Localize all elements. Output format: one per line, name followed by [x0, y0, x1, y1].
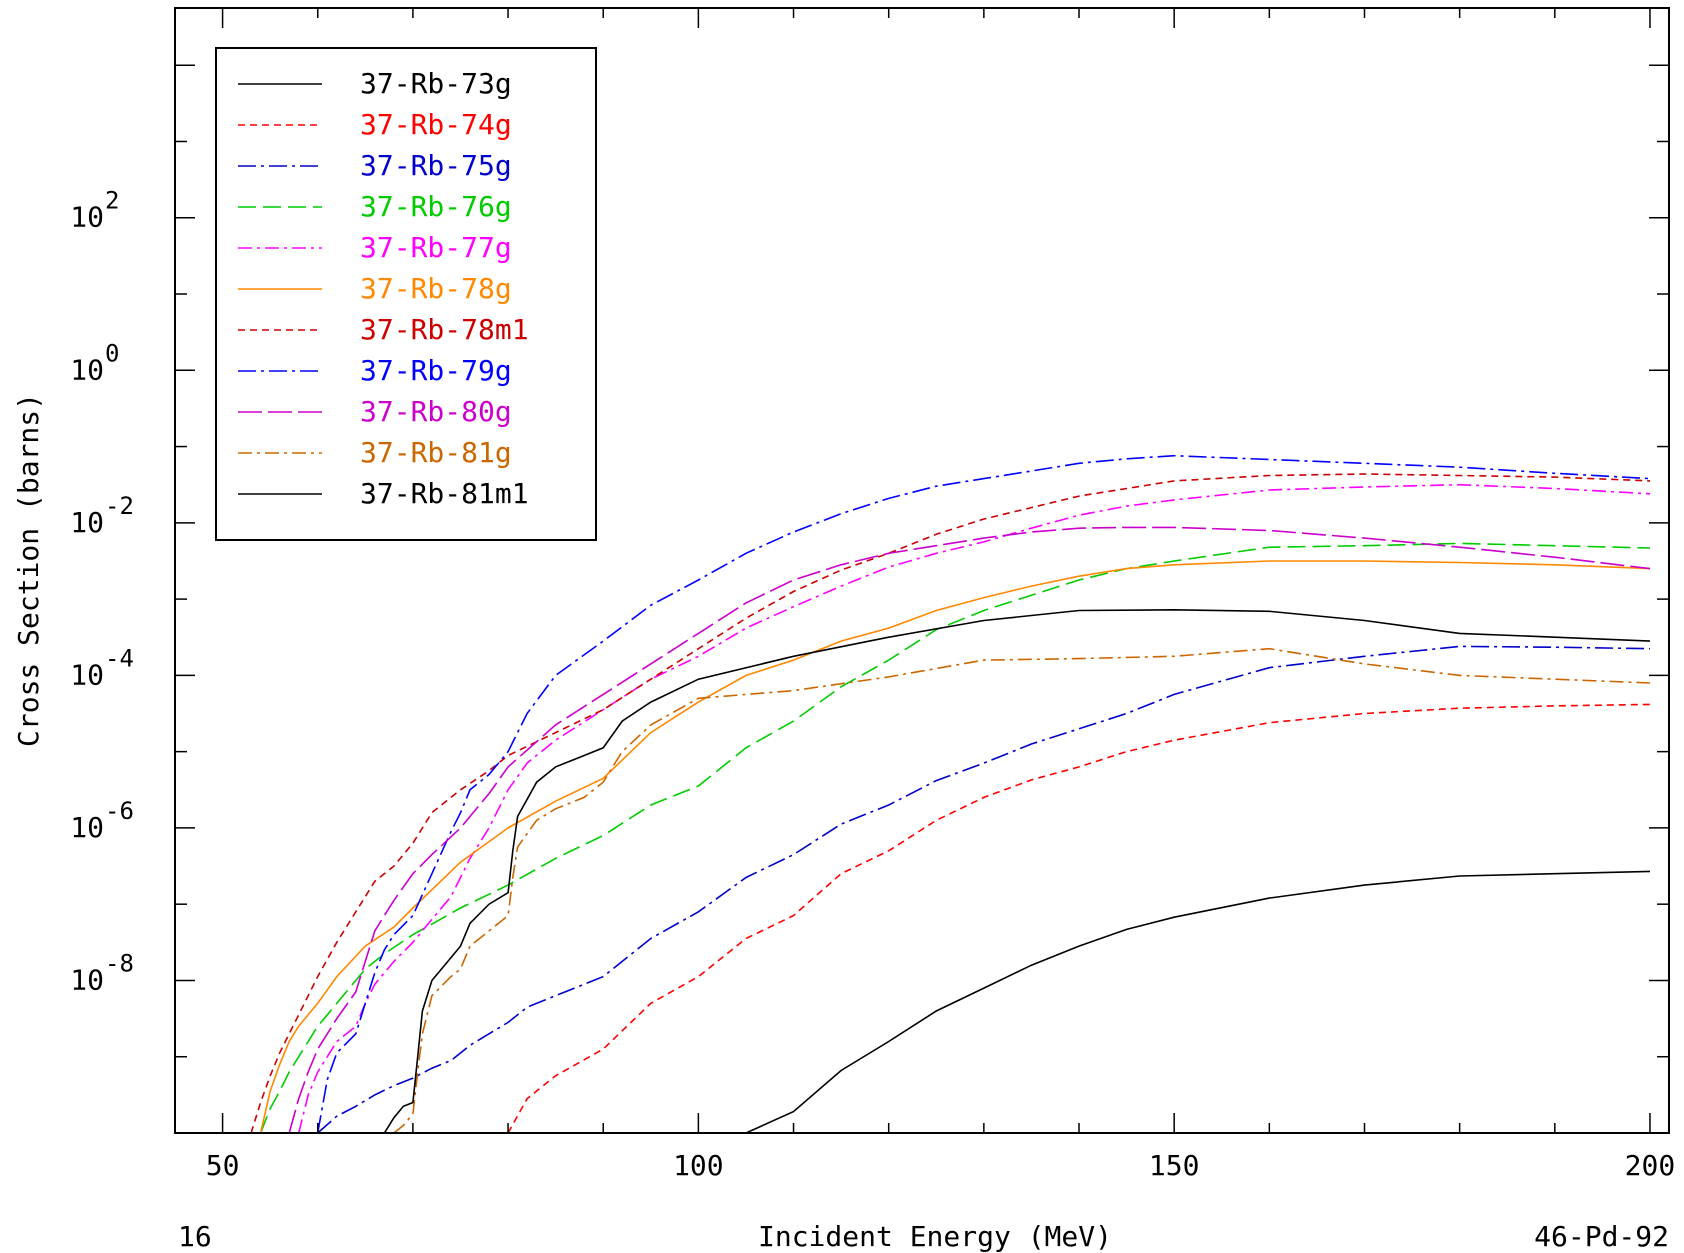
footer-right-label: 46-Pd-92: [1534, 1220, 1669, 1253]
series-line-2: [507, 703, 1651, 1133]
x-tick-label: 150: [1149, 1149, 1200, 1182]
legend-label: 37-Rb-77g: [360, 231, 512, 264]
y-tick-label-exponent: -2: [105, 492, 134, 520]
series-layer: [250, 454, 1651, 1133]
legend-label: 37-Rb-78g: [360, 272, 512, 305]
legend-label: 37-Rb-75g: [360, 149, 512, 182]
legend-entries: 37-Rb-73g 37-Rb-74g 37-Rb-75g 37-Rb-76g 37-R…: [238, 67, 529, 510]
footer-left-label: 16: [178, 1220, 212, 1253]
y-tick-label-base: 10: [70, 353, 104, 386]
series-line-6: [259, 560, 1651, 1133]
series-line-10: [393, 647, 1651, 1133]
y-tick-label-base: 10: [70, 506, 104, 539]
legend-label: 37-Rb-81m1: [360, 477, 529, 510]
y-tick-label-exponent: -4: [105, 644, 134, 672]
legend-label: 37-Rb-73g: [360, 67, 512, 100]
legend-label: 37-Rb-81g: [360, 436, 512, 469]
y-tick-label-base: 10: [70, 658, 104, 691]
legend-label: 37-Rb-78m1: [360, 313, 529, 346]
series-line-5: [297, 483, 1651, 1133]
x-tick-label: 100: [673, 1149, 724, 1182]
legend-box: [215, 47, 597, 541]
series-line-8: [316, 454, 1651, 1133]
legend-label: 37-Rb-76g: [360, 190, 512, 223]
series-line-4: [259, 542, 1651, 1133]
series-line-9: [288, 526, 1651, 1133]
x-tick-label: 50: [206, 1149, 240, 1182]
y-tick-label-base: 10: [70, 963, 104, 996]
y-tick-label-base: 10: [70, 201, 104, 234]
legend-label: 37-Rb-79g: [360, 354, 512, 387]
series-line-3: [317, 645, 1651, 1133]
y-tick-label-exponent: -6: [105, 797, 134, 825]
y-tick-label-exponent: 0: [105, 339, 119, 367]
legend-label: 37-Rb-74g: [360, 108, 512, 141]
legend-label: 37-Rb-80g: [360, 395, 512, 428]
series-line-7: [250, 473, 1651, 1133]
plot-frame: [174, 7, 1670, 1134]
x-tick-label: 200: [1625, 1149, 1676, 1182]
y-tick-label-base: 10: [70, 811, 104, 844]
y-axis-label: Cross Section (barns): [12, 393, 45, 747]
y-tick-label-exponent: 2: [105, 187, 119, 215]
y-tick-label-exponent: -8: [105, 949, 134, 977]
x-axis-label: Incident Energy (MeV): [758, 1220, 1112, 1253]
x-axis: 50 100 150 200: [206, 8, 1676, 1182]
series-line-1: [745, 870, 1651, 1133]
series-line-11: [383, 608, 1651, 1133]
legend: 37-Rb-73g 37-Rb-74g 37-Rb-75g 37-Rb-76g 37-R…: [215, 47, 597, 541]
